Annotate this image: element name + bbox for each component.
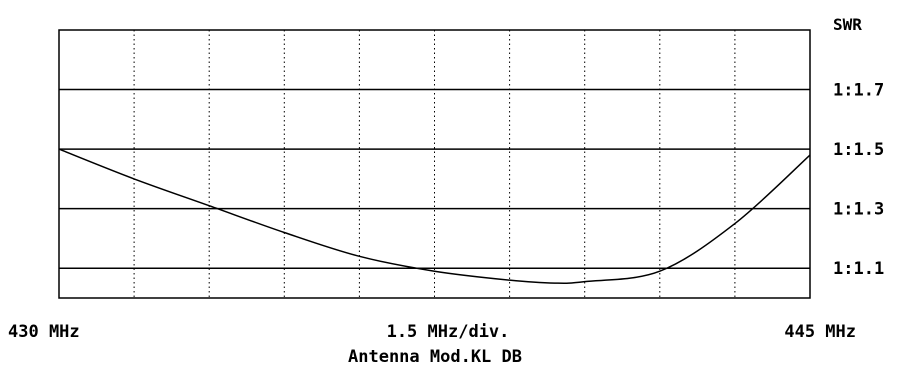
plot-frame — [58, 29, 811, 299]
y-axis-label: SWR — [833, 15, 862, 34]
x-end-label: 445 MHz — [784, 322, 856, 342]
reference-lines — [59, 88, 810, 269]
x-division-label: 1.5 MHz/div. — [387, 322, 510, 342]
reference-label: 1:1.7 — [833, 81, 884, 101]
reference-labels: 1:1.7 1:1.5 1:1.3 1:1.1 — [833, 81, 884, 280]
reference-label: 1:1.5 — [833, 140, 884, 160]
reference-label: 1:1.1 — [833, 259, 884, 279]
vertical-grid-lines — [133, 30, 736, 298]
swr-curve — [58, 148, 811, 285]
x-start-label: 430 MHz — [8, 322, 80, 342]
reference-label: 1:1.3 — [833, 200, 884, 220]
chart-caption: Antenna Mod.KL DB — [348, 347, 522, 367]
